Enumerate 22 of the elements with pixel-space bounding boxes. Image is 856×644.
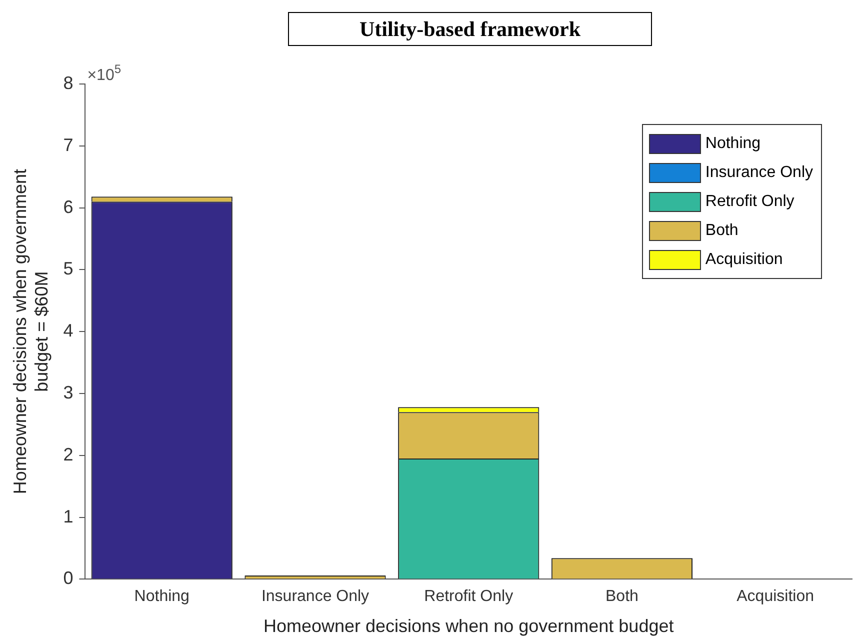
legend-label: Both <box>705 222 738 240</box>
y-tick-label: 0 <box>63 568 74 588</box>
x-tick-label: Nothing <box>134 588 190 606</box>
x-axis-title: Homeowner decisions when no government budget <box>263 616 674 636</box>
y-tick-label: 7 <box>63 134 74 155</box>
chart-title: Utility-based framework <box>288 12 652 46</box>
y-tick-label: 8 <box>63 72 74 93</box>
legend-label: Retrofit Only <box>705 192 794 210</box>
y-tick-label: 4 <box>63 320 74 341</box>
y-tick-label: 5 <box>63 258 74 279</box>
y-tick-label: 1 <box>63 506 74 526</box>
y-tick-label: 6 <box>63 196 74 217</box>
x-tick-label: Retrofit Only <box>424 588 514 606</box>
legend-label: Nothing <box>705 134 761 152</box>
x-tick-label: Insurance Only <box>261 588 370 606</box>
x-tick-label: Acquisition <box>736 588 814 606</box>
legend-label: Insurance Only <box>705 164 813 182</box>
x-tick-label: Both <box>606 588 638 606</box>
y-axis-title: Homeowner decisions when government budget = $60M <box>10 169 52 494</box>
y-tick-label: 2 <box>63 444 74 464</box>
legend-label: Acquisition <box>705 250 783 268</box>
y-tick-label: 3 <box>63 382 74 402</box>
